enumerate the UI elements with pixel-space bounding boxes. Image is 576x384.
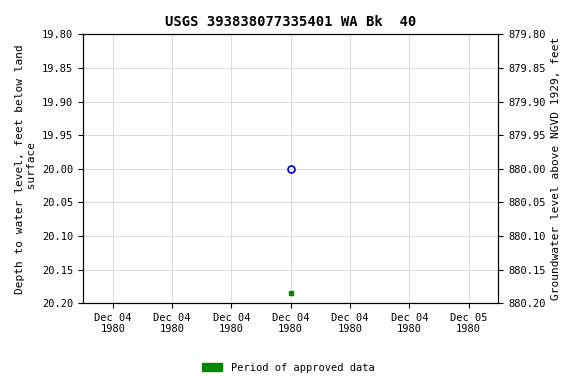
Legend: Period of approved data: Period of approved data [198, 359, 378, 377]
Y-axis label: Groundwater level above NGVD 1929, feet: Groundwater level above NGVD 1929, feet [551, 37, 561, 300]
Title: USGS 393838077335401 WA Bk  40: USGS 393838077335401 WA Bk 40 [165, 15, 416, 29]
Y-axis label: Depth to water level, feet below land
 surface: Depth to water level, feet below land su… [15, 44, 37, 294]
